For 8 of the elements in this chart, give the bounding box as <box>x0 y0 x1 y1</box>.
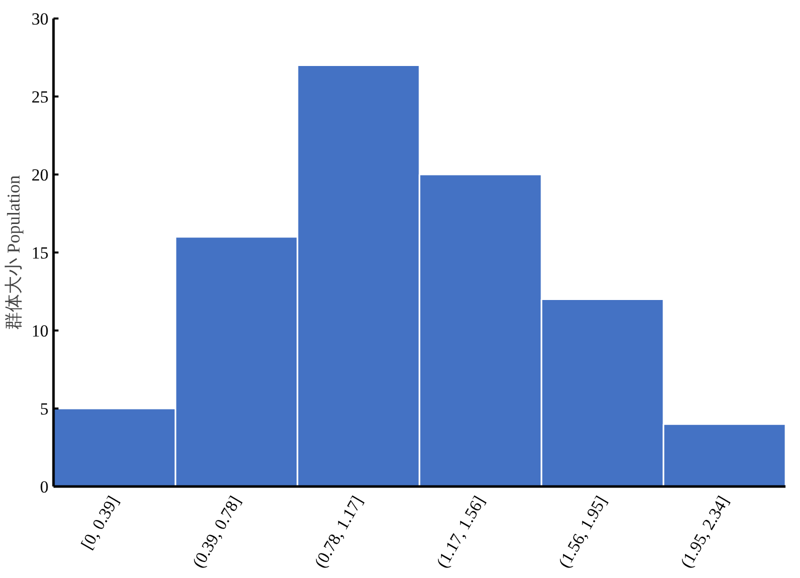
y-tick-label: 30 <box>32 10 48 28</box>
y-tick-label: 10 <box>32 322 48 340</box>
y-tick-label: 25 <box>32 88 48 106</box>
y-tick-label: 5 <box>40 400 48 418</box>
y-tick-label: 0 <box>40 478 48 496</box>
y-axis-title: 群体大小 Population <box>4 175 24 330</box>
y-tick-label: 20 <box>32 166 48 184</box>
y-tick-label: 15 <box>32 244 48 262</box>
